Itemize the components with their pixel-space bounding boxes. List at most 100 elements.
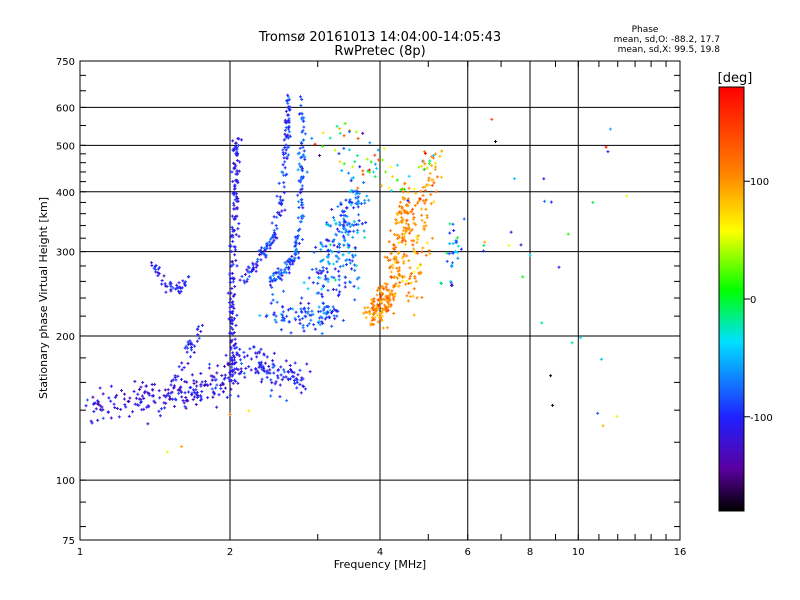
data-point: [190, 393, 194, 397]
data-point: [321, 265, 325, 269]
data-point: [126, 399, 130, 403]
data-point: [186, 342, 190, 346]
x-tick-label: 2: [227, 547, 233, 558]
data-point: [401, 217, 405, 221]
data-point: [274, 224, 278, 228]
data-point: [319, 315, 323, 319]
data-point: [280, 209, 284, 213]
data-point: [336, 245, 340, 249]
data-point: [109, 384, 113, 388]
data-point: [452, 229, 456, 233]
data-point: [300, 184, 304, 188]
data-point: [302, 214, 306, 218]
data-point: [268, 371, 272, 375]
data-point: [231, 239, 235, 243]
data-point: [392, 248, 396, 252]
data-point: [286, 308, 290, 312]
data-point: [178, 386, 182, 390]
data-point: [342, 243, 346, 247]
data-point: [413, 204, 417, 208]
data-point: [425, 216, 429, 220]
data-point: [406, 204, 410, 208]
data-point: [353, 189, 357, 193]
data-point: [230, 338, 234, 342]
data-point: [332, 262, 336, 266]
data-point: [238, 371, 242, 375]
data-point: [230, 310, 234, 314]
data-point: [94, 407, 98, 411]
data-point: [299, 198, 303, 202]
data-point: [379, 184, 383, 188]
data-point: [300, 310, 304, 314]
data-point: [423, 221, 427, 225]
data-point: [482, 244, 486, 248]
data-point: [397, 251, 401, 255]
data-point: [272, 351, 276, 355]
data-point: [407, 281, 411, 285]
data-point: [338, 127, 342, 131]
data-point: [355, 201, 359, 205]
data-point: [352, 284, 356, 288]
data-point: [320, 332, 324, 336]
data-point: [230, 379, 234, 383]
data-point: [224, 353, 228, 357]
data-point: [184, 280, 188, 284]
data-point: [320, 292, 324, 296]
data-point: [368, 312, 372, 316]
data-point: [232, 217, 236, 221]
data-point: [183, 405, 187, 409]
data-point: [106, 410, 110, 414]
data-point: [608, 127, 612, 131]
data-point: [168, 397, 172, 401]
data-point: [270, 388, 274, 392]
data-point: [364, 310, 368, 314]
data-point: [251, 266, 255, 270]
data-point: [397, 235, 401, 239]
data-point: [190, 348, 194, 352]
data-point: [407, 291, 411, 295]
data-point: [395, 218, 399, 222]
data-point: [232, 306, 236, 310]
data-point: [343, 122, 347, 126]
data-point: [286, 101, 290, 105]
data-point: [165, 393, 169, 397]
data-point: [330, 324, 334, 328]
data-point: [428, 171, 432, 175]
data-point: [178, 291, 182, 295]
data-point: [273, 232, 277, 236]
data-point: [299, 391, 303, 395]
data-point: [289, 331, 293, 335]
data-point: [420, 250, 424, 254]
data-point: [133, 402, 137, 406]
data-point: [384, 305, 388, 309]
data-point: [429, 202, 433, 206]
data-point: [257, 371, 261, 375]
data-point: [366, 306, 370, 310]
data-point: [275, 194, 279, 198]
data-point: [270, 236, 274, 240]
data-point: [197, 325, 201, 329]
data-point: [230, 316, 234, 320]
data-point: [231, 179, 235, 183]
data-point: [231, 332, 235, 336]
data-point: [322, 307, 326, 311]
data-point: [350, 267, 354, 271]
data-point: [306, 306, 310, 310]
data-point: [289, 262, 293, 266]
data-point: [336, 294, 340, 298]
data-point: [305, 324, 309, 328]
data-point: [429, 155, 433, 159]
data-point: [325, 315, 329, 319]
data-point: [196, 333, 200, 337]
data-point: [361, 131, 365, 135]
data-point: [300, 142, 304, 146]
data-point: [382, 303, 386, 307]
data-point: [381, 308, 385, 312]
data-point: [323, 305, 327, 309]
data-point: [342, 217, 346, 221]
data-point: [191, 398, 195, 402]
data-point: [394, 258, 398, 262]
data-point: [380, 310, 384, 314]
data-point: [356, 286, 360, 290]
